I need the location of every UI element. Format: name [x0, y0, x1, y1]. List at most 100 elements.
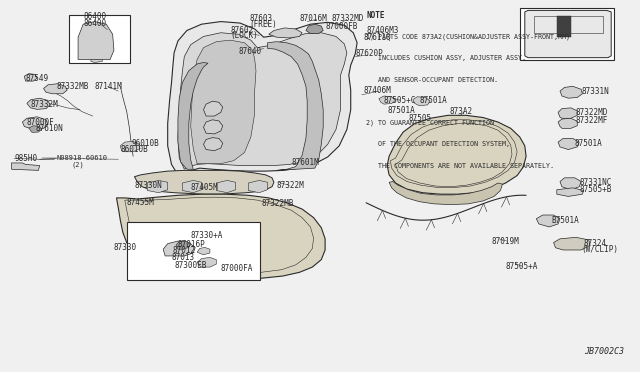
- Text: (LOCK): (LOCK): [230, 31, 258, 40]
- Polygon shape: [558, 108, 577, 118]
- Text: 87012: 87012: [173, 246, 196, 255]
- Text: 87322MD: 87322MD: [576, 108, 609, 117]
- Polygon shape: [191, 40, 256, 164]
- Polygon shape: [306, 24, 323, 33]
- Polygon shape: [554, 237, 590, 250]
- Text: 87332MD: 87332MD: [332, 14, 364, 23]
- Polygon shape: [24, 74, 37, 81]
- Text: AND SENSOR-OCCUPANT DETECTION.: AND SENSOR-OCCUPANT DETECTION.: [366, 77, 498, 83]
- Polygon shape: [163, 241, 195, 256]
- Polygon shape: [120, 141, 140, 152]
- Polygon shape: [389, 182, 502, 205]
- Text: 87332M: 87332M: [31, 100, 58, 109]
- Polygon shape: [134, 170, 274, 194]
- Polygon shape: [558, 118, 577, 128]
- Text: 87330+A: 87330+A: [191, 231, 223, 240]
- Text: 87000F: 87000F: [27, 118, 54, 126]
- Text: 87331N: 87331N: [581, 87, 609, 96]
- Text: 87000FB: 87000FB: [325, 22, 358, 31]
- Polygon shape: [204, 120, 223, 134]
- Polygon shape: [268, 42, 323, 170]
- Text: 87013: 87013: [172, 253, 195, 262]
- Text: 87019M: 87019M: [492, 237, 519, 246]
- Text: (W/CLIP): (W/CLIP): [581, 246, 618, 254]
- Polygon shape: [387, 115, 526, 194]
- Polygon shape: [560, 178, 581, 190]
- Text: 87505+A: 87505+A: [506, 262, 538, 271]
- Polygon shape: [558, 138, 579, 150]
- Polygon shape: [178, 33, 347, 169]
- Polygon shape: [29, 126, 42, 132]
- Text: 87332MB: 87332MB: [56, 82, 89, 91]
- Polygon shape: [91, 60, 102, 62]
- Polygon shape: [248, 180, 268, 193]
- Text: 87016P: 87016P: [178, 240, 205, 249]
- Polygon shape: [116, 194, 325, 278]
- Polygon shape: [413, 97, 430, 106]
- Text: 87505: 87505: [408, 114, 431, 123]
- Text: 87330N: 87330N: [134, 181, 162, 190]
- Polygon shape: [204, 101, 223, 116]
- Polygon shape: [379, 96, 396, 104]
- Polygon shape: [525, 10, 611, 58]
- Polygon shape: [78, 22, 114, 60]
- Polygon shape: [27, 98, 50, 109]
- Text: 873A2: 873A2: [449, 107, 472, 116]
- Polygon shape: [12, 163, 40, 170]
- Polygon shape: [204, 138, 223, 151]
- Text: 87640: 87640: [238, 47, 261, 56]
- Text: 2) TO GUARANTEE CORRECT FUNCTION: 2) TO GUARANTEE CORRECT FUNCTION: [366, 120, 494, 126]
- Polygon shape: [22, 117, 48, 129]
- Text: 87016M: 87016M: [300, 14, 327, 23]
- Polygon shape: [216, 180, 236, 193]
- Text: 87455M: 87455M: [127, 198, 154, 207]
- Text: 87505+B: 87505+B: [579, 185, 612, 194]
- Text: THE COMPONENTS ARE NOT AVAILABLE SEPARATELY.: THE COMPONENTS ARE NOT AVAILABLE SEPARAT…: [366, 163, 554, 169]
- Text: 87322M: 87322M: [276, 181, 304, 190]
- Polygon shape: [197, 257, 216, 267]
- Polygon shape: [269, 28, 302, 38]
- Text: 87331NC: 87331NC: [579, 178, 612, 187]
- Polygon shape: [168, 22, 357, 175]
- Text: 87000FA: 87000FA: [221, 264, 253, 273]
- Text: 87405M: 87405M: [191, 183, 218, 192]
- Text: 87322MF: 87322MF: [576, 116, 609, 125]
- Text: JB7002C3: JB7002C3: [584, 347, 624, 356]
- Polygon shape: [176, 241, 191, 249]
- Text: 87406M: 87406M: [364, 86, 391, 94]
- Text: 87141M: 87141M: [95, 82, 122, 91]
- Text: 87602: 87602: [230, 26, 253, 35]
- Text: 86400: 86400: [83, 19, 106, 28]
- Text: (2): (2): [72, 161, 84, 168]
- Text: 87501A: 87501A: [419, 96, 447, 105]
- Polygon shape: [178, 62, 208, 169]
- Bar: [127, 222, 260, 280]
- Text: 86010B: 86010B: [120, 145, 148, 154]
- Text: 87611Q: 87611Q: [364, 33, 391, 42]
- Polygon shape: [536, 215, 560, 227]
- Polygon shape: [197, 247, 210, 255]
- Text: B7501A: B7501A: [552, 216, 579, 225]
- Polygon shape: [557, 16, 571, 37]
- Bar: [69, 15, 130, 63]
- Text: 87610N: 87610N: [35, 124, 63, 133]
- Text: INCLUDES CUSHION ASSY, ADJUSTER ASSY,: INCLUDES CUSHION ASSY, ADJUSTER ASSY,: [366, 55, 526, 61]
- Text: 87620P: 87620P: [355, 49, 383, 58]
- Polygon shape: [560, 86, 582, 98]
- Text: 96010B: 96010B: [131, 139, 159, 148]
- Text: NOTE: NOTE: [366, 11, 385, 20]
- Polygon shape: [182, 180, 202, 193]
- Polygon shape: [147, 180, 168, 193]
- Text: 1) PARTS CODE 873A2(CUSHION&ADJUSTER ASSY-FRONT,RH): 1) PARTS CODE 873A2(CUSHION&ADJUSTER ASS…: [366, 33, 570, 40]
- Text: 87501A: 87501A: [575, 139, 602, 148]
- Text: (FREE): (FREE): [250, 20, 277, 29]
- Text: 87300EB: 87300EB: [174, 262, 207, 270]
- Bar: [520, 8, 614, 60]
- Text: 87505+C: 87505+C: [384, 96, 417, 105]
- Text: OF THE OCCUPANT DETECTION SYSTEM,: OF THE OCCUPANT DETECTION SYSTEM,: [366, 141, 510, 147]
- Polygon shape: [44, 84, 67, 94]
- Text: 985H0: 985H0: [14, 154, 37, 163]
- Text: 87603: 87603: [250, 14, 273, 23]
- Polygon shape: [557, 188, 584, 196]
- Text: 87322MB: 87322MB: [261, 199, 294, 208]
